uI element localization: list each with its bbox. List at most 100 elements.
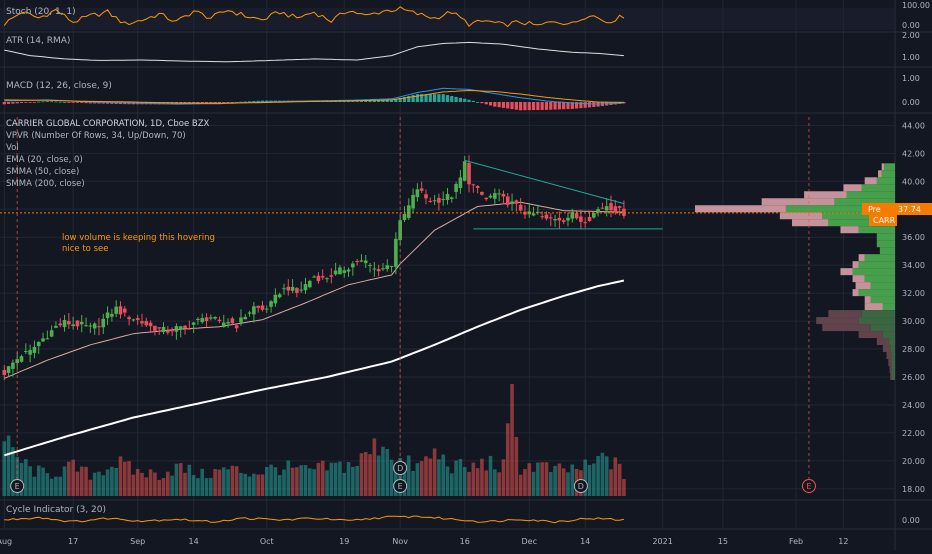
vp-bar-down (852, 275, 865, 283)
macd-hist-bar (41, 101, 45, 103)
price-tag-value: 37.74 (898, 205, 921, 214)
volume-bar (359, 453, 364, 496)
volume-bar (441, 454, 445, 496)
stoch-pane[interactable]: Stoch (20, 1, 1) 100.00 0.00 (0, 1, 930, 30)
time-tick-label: Nov (392, 537, 408, 546)
volume-bar (49, 478, 54, 496)
volume-bar (406, 455, 411, 496)
annotation-line-1[interactable]: low volume is keeping this hovering (62, 233, 215, 243)
event-markers[interactable]: E E EDD (10, 461, 816, 493)
macd-hist-bar (381, 99, 385, 102)
price-tick-label: 30.00 (902, 317, 925, 326)
volume-bar (6, 435, 11, 496)
volume-bar (488, 455, 493, 496)
candle-body (437, 197, 441, 203)
price-tick-label: 36.00 (902, 233, 925, 242)
volume-bar (553, 465, 557, 496)
candle-body (497, 193, 501, 195)
volume-bar (587, 464, 592, 496)
macd-hist-bar (424, 94, 428, 102)
candle-body (351, 263, 355, 268)
volume-bar (157, 479, 162, 496)
volume-bar (75, 471, 80, 496)
candles (2, 155, 626, 381)
volume-bar (531, 471, 536, 496)
volume-bar (424, 456, 428, 496)
macd-hist-bar (15, 102, 19, 104)
volume-bar (510, 384, 514, 496)
candle-body (157, 327, 162, 329)
trendline-upper[interactable] (464, 159, 625, 205)
volume-bar (110, 466, 114, 496)
vp-bar-down (858, 254, 865, 262)
time-tick-label: 14 (580, 537, 590, 546)
macd-hist-bar (58, 101, 62, 103)
macd-hist-bar (67, 102, 71, 103)
macd-hist-bar (514, 102, 518, 110)
macd-hist-bar (484, 102, 488, 105)
smma-200-line (4, 279, 625, 457)
candle-body (114, 306, 118, 314)
main-pane[interactable]: E E EDD CARRIER GLOBAL CORPORATION, 1D, Cb… (0, 117, 932, 496)
price-axis[interactable]: 44.0042.0040.0038.0036.0034.0032.0030.00… (902, 121, 925, 493)
price-tick-label: 20.00 (902, 457, 925, 466)
macd-pane[interactable]: MACD (12, 26, close, 9) 1.00 0.00 (2, 74, 920, 111)
macd-hist-bar (488, 102, 493, 106)
macd-hist-bar (570, 102, 574, 109)
macd-hist-bar (256, 100, 260, 102)
candle-body (609, 203, 613, 211)
macd-hist-bar (398, 97, 402, 102)
cycle-pane[interactable]: Cycle Indicator (3, 20) 0.00 (4, 505, 920, 525)
macd-hist-bar (450, 95, 454, 102)
volume-bar (41, 467, 45, 496)
volume-bar (493, 469, 497, 496)
volume-bar (536, 462, 540, 496)
vp-bar-down (695, 205, 786, 213)
price-tick-label: 26.00 (902, 373, 925, 382)
volume-bar (54, 476, 58, 496)
candle-body (105, 312, 110, 319)
volume-bar (445, 466, 450, 496)
candle-body (566, 217, 570, 221)
macd-hist-bar (355, 100, 359, 102)
candle-body (389, 266, 394, 268)
vp-bar-up (879, 247, 895, 255)
volume-bar (131, 474, 136, 496)
candle-body (213, 316, 217, 319)
macd-hist-bar (463, 98, 467, 102)
volume-bar (450, 473, 454, 496)
candle-body (312, 276, 316, 278)
macd-tick-0: 0.00 (902, 98, 920, 107)
candle-body (402, 214, 407, 221)
macd-hist-bar (252, 101, 256, 102)
event-marker-circle (573, 479, 588, 493)
macd-hist-bar (476, 102, 480, 103)
vp-bar-up (890, 345, 895, 353)
vp-bar-down (852, 289, 859, 297)
atr-pane[interactable]: ATR (14, RMA) 2.00 1.00 (4, 31, 920, 63)
candle-body (230, 318, 235, 324)
annotation-line-2[interactable]: nice to see (62, 244, 108, 254)
vp-bar-up (870, 282, 895, 290)
macd-hist-bar (377, 99, 381, 102)
candle-body (419, 188, 424, 191)
volume-bar (247, 476, 252, 496)
event-marker-label: E (398, 482, 403, 491)
macd-hist-bar (247, 101, 252, 103)
candle-body (264, 308, 269, 310)
volume-bar (333, 462, 338, 496)
time-axis[interactable]: Aug 17 Sep 14 Oct 19 Nov 16 Dec 14 2021 15 Feb 12 (0, 537, 848, 546)
vp-bar-up (876, 240, 895, 248)
time-tick-label: 15 (718, 537, 728, 546)
macd-hist-bar (420, 94, 424, 102)
vp-bar-down (779, 212, 823, 220)
volume-bar (45, 473, 50, 496)
candle-body (32, 346, 37, 353)
candle-body (480, 191, 484, 195)
vp-bar-down (840, 226, 859, 234)
vp-bar-up (884, 163, 895, 171)
candle-body (467, 162, 471, 185)
candle-body (234, 325, 239, 329)
